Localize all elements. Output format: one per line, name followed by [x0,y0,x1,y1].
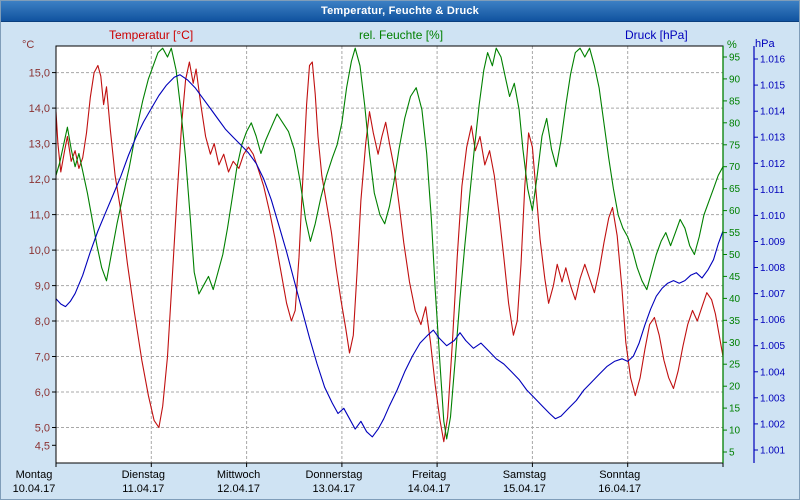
pressure-tick-label: 1.012 [760,159,785,170]
pressure-tick-label: 1.002 [760,419,785,430]
humidity-series-header: rel. Feuchte [%] [359,28,444,42]
temperature-series-line [55,61,724,443]
humidity-tick-label: 60 [729,206,741,217]
humidity-series-line [55,47,724,440]
pressure-series-header: Druck [hPa] [625,28,688,42]
humidity-tick-label: 80 [729,118,741,129]
humidity-tick-label: 10 [729,426,741,437]
temperature-tick-label: 9,0 [35,281,50,293]
day-name-label: Mittwoch [217,469,260,481]
day-date-label: 13.04.17 [312,483,355,495]
humidity-tick-label: 50 [729,250,741,261]
pressure-tick-label: 1.011 [760,185,785,196]
pressure-axis-unit: hPa [755,38,775,50]
temperature-tick-label: 10,0 [29,245,50,257]
title-bar: Temperatur, Feuchte & Druck [1,1,799,22]
humidity-tick-label: 75 [729,140,741,151]
temperature-series-header: Temperatur [°C] [109,28,194,42]
humidity-tick-label: 95 [729,53,741,64]
temperature-tick-label: 4,5 [35,440,50,452]
pressure-axis: 1.016 1.015 1.014 1.013 1.012 1.011 1.010 1.009… [753,46,785,463]
humidity-tick-label: 70 [729,162,741,173]
temperature-tick-label: 12,0 [29,174,50,186]
pressure-tick-label: 1.009 [760,237,785,248]
humidity-tick-label: 15 [729,404,741,415]
day-date-label: 11.04.17 [122,483,164,495]
day-date-label: 10.04.17 [13,483,56,495]
day-name-label: Freitag [412,469,446,481]
day-date-label: 14.04.17 [408,483,451,495]
day-name-label: Samstag [503,469,546,481]
pressure-tick-label: 1.008 [760,263,785,274]
day-name-label: Donnerstag [305,469,362,481]
day-date-label: 16.04.17 [598,483,641,495]
chart-title: Temperatur, Feuchte & Druck [320,5,479,17]
pressure-tick-label: 1.014 [760,107,785,118]
x-axis: Montag 10.04.17 Dienstag 11.04.17 Mittwoch 12… [13,463,724,495]
pressure-tick-label: 1.016 [760,55,785,66]
temperature-tick-label: 7,0 [35,352,50,364]
pressure-tick-label: 1.013 [760,133,785,144]
temperature-tick-label: 8,0 [35,316,50,328]
day-name-label: Dienstag [122,469,165,481]
pressure-tick-label: 1.004 [760,367,785,378]
gridlines [56,46,723,463]
day-name-label: Montag [16,469,53,481]
humidity-tick-label: 5 [729,448,735,459]
humidity-tick-label: 65 [729,184,741,195]
pressure-tick-label: 1.001 [760,446,785,457]
humidity-tick-label: 85 [729,96,741,107]
humidity-tick-label: 25 [729,360,741,371]
temperature-axis: 15,0 14,0 13,0 12,0 11,0 10,0 9,0 8,0 7,0 6,0 5,0 4… [29,68,56,452]
temperature-tick-label: 13,0 [29,139,50,151]
humidity-tick-label: 40 [729,294,741,305]
humidity-axis-unit: % [727,39,737,51]
humidity-tick-label: 35 [729,316,741,327]
humidity-tick-label: 90 [729,74,741,85]
temperature-tick-label: 6,0 [35,387,50,399]
pressure-tick-label: 1.005 [760,341,785,352]
temperature-tick-label: 11,0 [29,210,50,222]
pressure-tick-label: 1.010 [760,211,785,222]
temperature-tick-label: 5,0 [35,423,50,435]
pressure-tick-label: 1.015 [760,81,785,92]
humidity-tick-label: 45 [729,272,741,283]
temperature-axis-unit: °C [22,39,35,51]
humidity-tick-label: 55 [729,228,741,239]
day-name-label: Sonntag [599,469,640,481]
temperature-tick-label: 14,0 [29,103,50,115]
day-date-label: 15.04.17 [503,483,546,495]
pressure-series-line [55,74,724,438]
pressure-tick-label: 1.003 [760,393,785,404]
humidity-tick-label: 30 [729,338,741,349]
day-date-label: 12.04.17 [217,483,260,495]
pressure-tick-label: 1.006 [760,315,785,326]
temperature-tick-label: 15,0 [29,68,50,80]
humidity-axis: 95 90 85 80 75 70 65 60 55 50 45 40 35 30 25 20 15 10 5 [722,46,741,463]
pressure-tick-label: 1.007 [760,289,785,300]
plot-area [56,46,723,463]
humidity-tick-label: 20 [729,382,741,393]
